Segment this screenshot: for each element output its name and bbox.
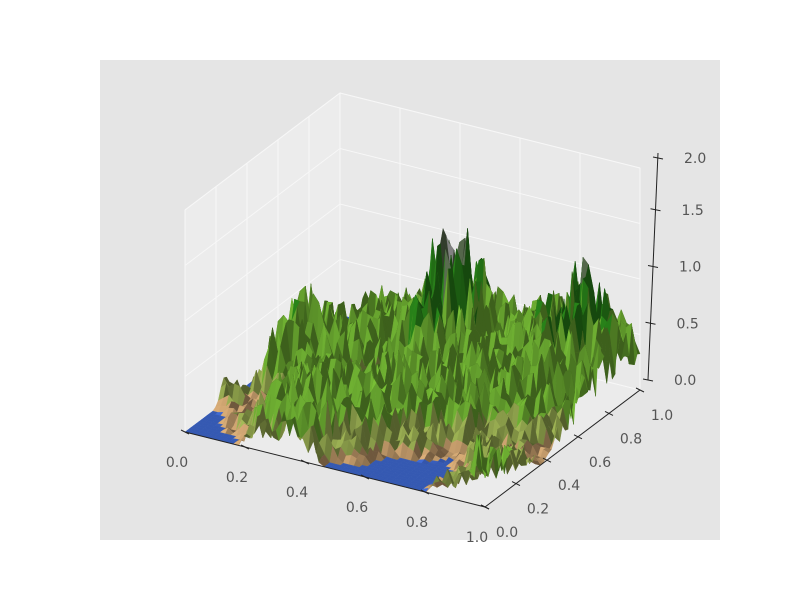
z-tick (647, 265, 659, 268)
x-tick (240, 444, 250, 450)
y-tick-label: 0.8 (620, 431, 642, 447)
axis-lines (180, 152, 664, 510)
y-tick (604, 410, 614, 416)
y-axis-line (484, 389, 641, 508)
z-tick-label: 0.0 (674, 373, 696, 389)
y-tick-label: 0.0 (496, 525, 518, 541)
z-tick-label: 1.0 (679, 260, 701, 276)
x-tick (360, 474, 370, 480)
x-tick-label: 1.0 (466, 530, 488, 546)
x-tick-label: 0.2 (226, 470, 248, 486)
surface-facet (479, 434, 488, 476)
x-tick-label: 0.4 (286, 485, 308, 501)
grid-line (184, 203, 641, 322)
z-tick-label: 2.0 (684, 151, 706, 167)
x-tick (180, 429, 190, 435)
terrain-surface (184, 227, 641, 493)
z-tick (642, 378, 654, 382)
x-axis-line (184, 431, 486, 508)
grid-line (184, 147, 641, 266)
y-tick (542, 457, 552, 463)
y-tick (511, 481, 521, 487)
x-tick-label: 0.0 (166, 455, 188, 471)
y-tick (480, 504, 490, 510)
z-tick (645, 321, 656, 325)
y-tick-label: 0.6 (589, 455, 611, 471)
z-tick-label: 1.5 (682, 203, 704, 219)
x-tick-label: 0.6 (346, 500, 368, 516)
y-tick-label: 1.0 (651, 408, 673, 424)
x-tick (420, 489, 430, 495)
z-tick-label: 0.5 (677, 316, 699, 332)
z-tick (652, 156, 664, 160)
x-tick (300, 459, 310, 465)
y-tick (573, 434, 583, 440)
y-tick (635, 387, 645, 393)
x-tick-label: 0.8 (406, 515, 428, 531)
z-tick (650, 208, 661, 212)
grid-line (184, 92, 641, 211)
y-tick-label: 0.2 (527, 502, 549, 518)
tick-labels: 0.0 0.2 0.4 0.6 0.8 1.0 0.0 0.2 0.4 0.6 0.8 1.0 0.0 0… (166, 151, 706, 546)
y-tick-label: 0.4 (558, 478, 580, 494)
